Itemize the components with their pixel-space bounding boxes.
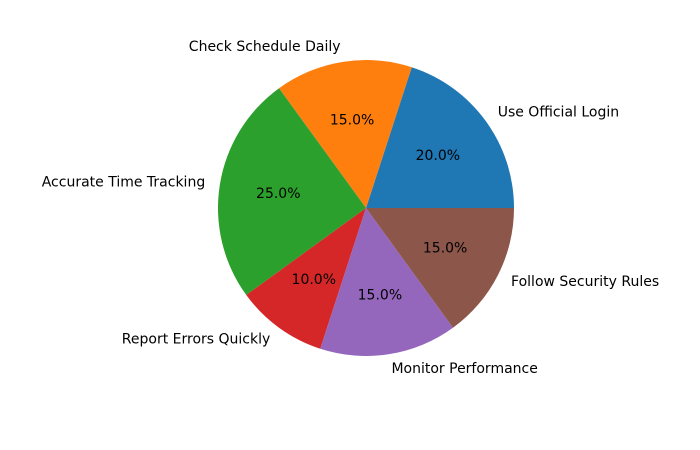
pie-pct-label-4: 15.0% [358,288,402,304]
pie-pct-label-5: 15.0% [423,240,467,256]
pie-pct-label-1: 15.0% [330,112,374,128]
pie-category-label-1: Check Schedule Daily [189,39,341,55]
pie-category-label-4: Monitor Performance [391,361,537,377]
pie-category-label-0: Use Official Login [498,104,619,120]
pie-pct-label-2: 25.0% [256,186,300,202]
pie-pct-label-3: 10.0% [292,272,336,288]
pie-category-label-3: Report Errors Quickly [122,332,271,348]
pie-pct-label-0: 20.0% [416,148,460,164]
pie-category-label-5: Follow Security Rules [511,274,659,290]
pie-category-label-2: Accurate Time Tracking [42,175,205,191]
